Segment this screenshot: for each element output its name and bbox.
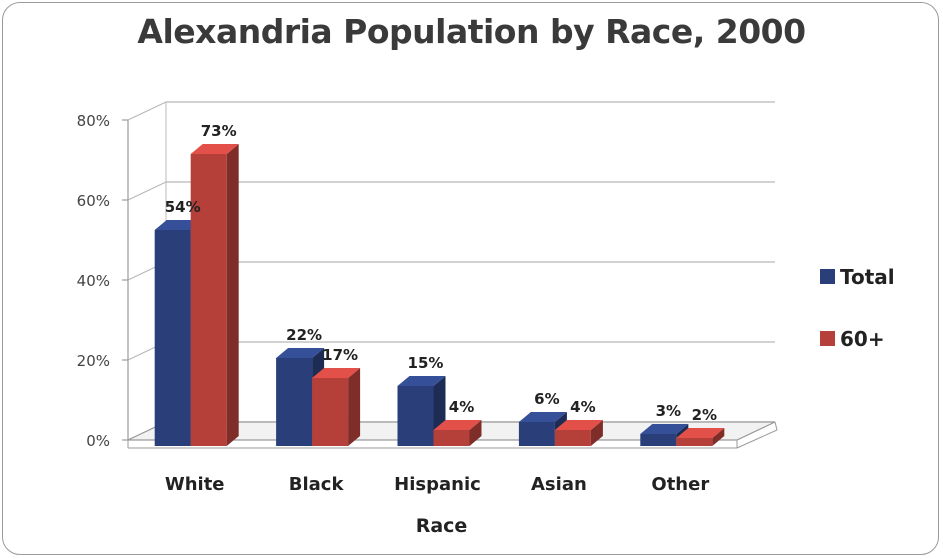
bar-60-other-side	[712, 428, 725, 446]
legend: Total 60+	[820, 265, 895, 351]
data-label: 15%	[408, 354, 444, 372]
x-tick-label: Other	[651, 474, 709, 495]
bar-60-black-top	[312, 368, 361, 378]
chart-title: Alexandria Population by Race, 2000	[137, 12, 806, 51]
bar-total-asian	[518, 422, 555, 446]
y-tick-label: 20%	[77, 352, 110, 370]
data-label: 6%	[534, 390, 559, 408]
bar-60-hispanic-side	[469, 420, 482, 446]
bar-60-hispanic-top	[433, 420, 482, 430]
floor-side-edge	[736, 429, 778, 449]
data-label: 54%	[165, 198, 201, 216]
bar-60-white-side	[226, 144, 239, 446]
bar-60-hispanic	[433, 430, 470, 446]
floor-back-right	[774, 421, 778, 431]
bar-60-white	[190, 154, 227, 446]
data-label: 73%	[201, 122, 237, 140]
data-label: 4%	[449, 398, 474, 416]
x-tick-label: Asian	[531, 474, 587, 495]
x-tick-label: Black	[289, 474, 345, 495]
data-label: 22%	[286, 326, 322, 344]
bar-total-asian-top	[518, 412, 567, 422]
y-tick-label: 40%	[77, 272, 110, 290]
legend-label: 60+	[840, 327, 885, 351]
y-tick-label: 0%	[86, 432, 110, 450]
data-label: 17%	[322, 346, 358, 364]
bar-60-asian-top	[554, 420, 603, 430]
bar-total-black-top	[276, 348, 325, 358]
legend-label: Total	[840, 265, 895, 289]
bar-60-other-top	[676, 428, 725, 438]
bar-total-white	[154, 230, 191, 446]
gridline-side	[127, 101, 167, 121]
bar-60-asian	[554, 430, 591, 446]
bar-60-asian-side	[590, 420, 603, 446]
data-label: 2%	[692, 406, 717, 424]
x-tick-label: White	[165, 474, 225, 495]
legend-swatch	[820, 331, 835, 346]
bars	[154, 144, 725, 446]
data-labels: 54% 73% 22%17% 15% 4% 6% 4% 3% 2%	[165, 122, 717, 424]
x-tick-label: Hispanic	[394, 474, 481, 495]
gridline-side	[127, 181, 167, 201]
y-axis-ticks: 0% 20% 40% 60% 80%	[77, 112, 110, 450]
data-label: 4%	[570, 398, 595, 416]
legend-swatch	[820, 269, 835, 284]
bar-total-other	[640, 434, 677, 446]
bar-total-black	[276, 358, 313, 446]
bar-60-black	[312, 378, 349, 446]
y-tick-label: 80%	[77, 112, 110, 130]
y-tick-label: 60%	[77, 192, 110, 210]
bar-60-black-side	[348, 368, 361, 446]
bar-60-white-top	[190, 144, 239, 154]
data-label: 3%	[656, 402, 681, 420]
bar-60-other	[676, 438, 713, 446]
x-axis-label: Race	[416, 515, 468, 537]
bar-total-other-top	[640, 424, 689, 434]
bar-total-hispanic	[397, 386, 434, 446]
x-axis-categories: White Black Hispanic Asian Other	[165, 474, 709, 495]
bar-total-hispanic-top	[397, 376, 446, 386]
